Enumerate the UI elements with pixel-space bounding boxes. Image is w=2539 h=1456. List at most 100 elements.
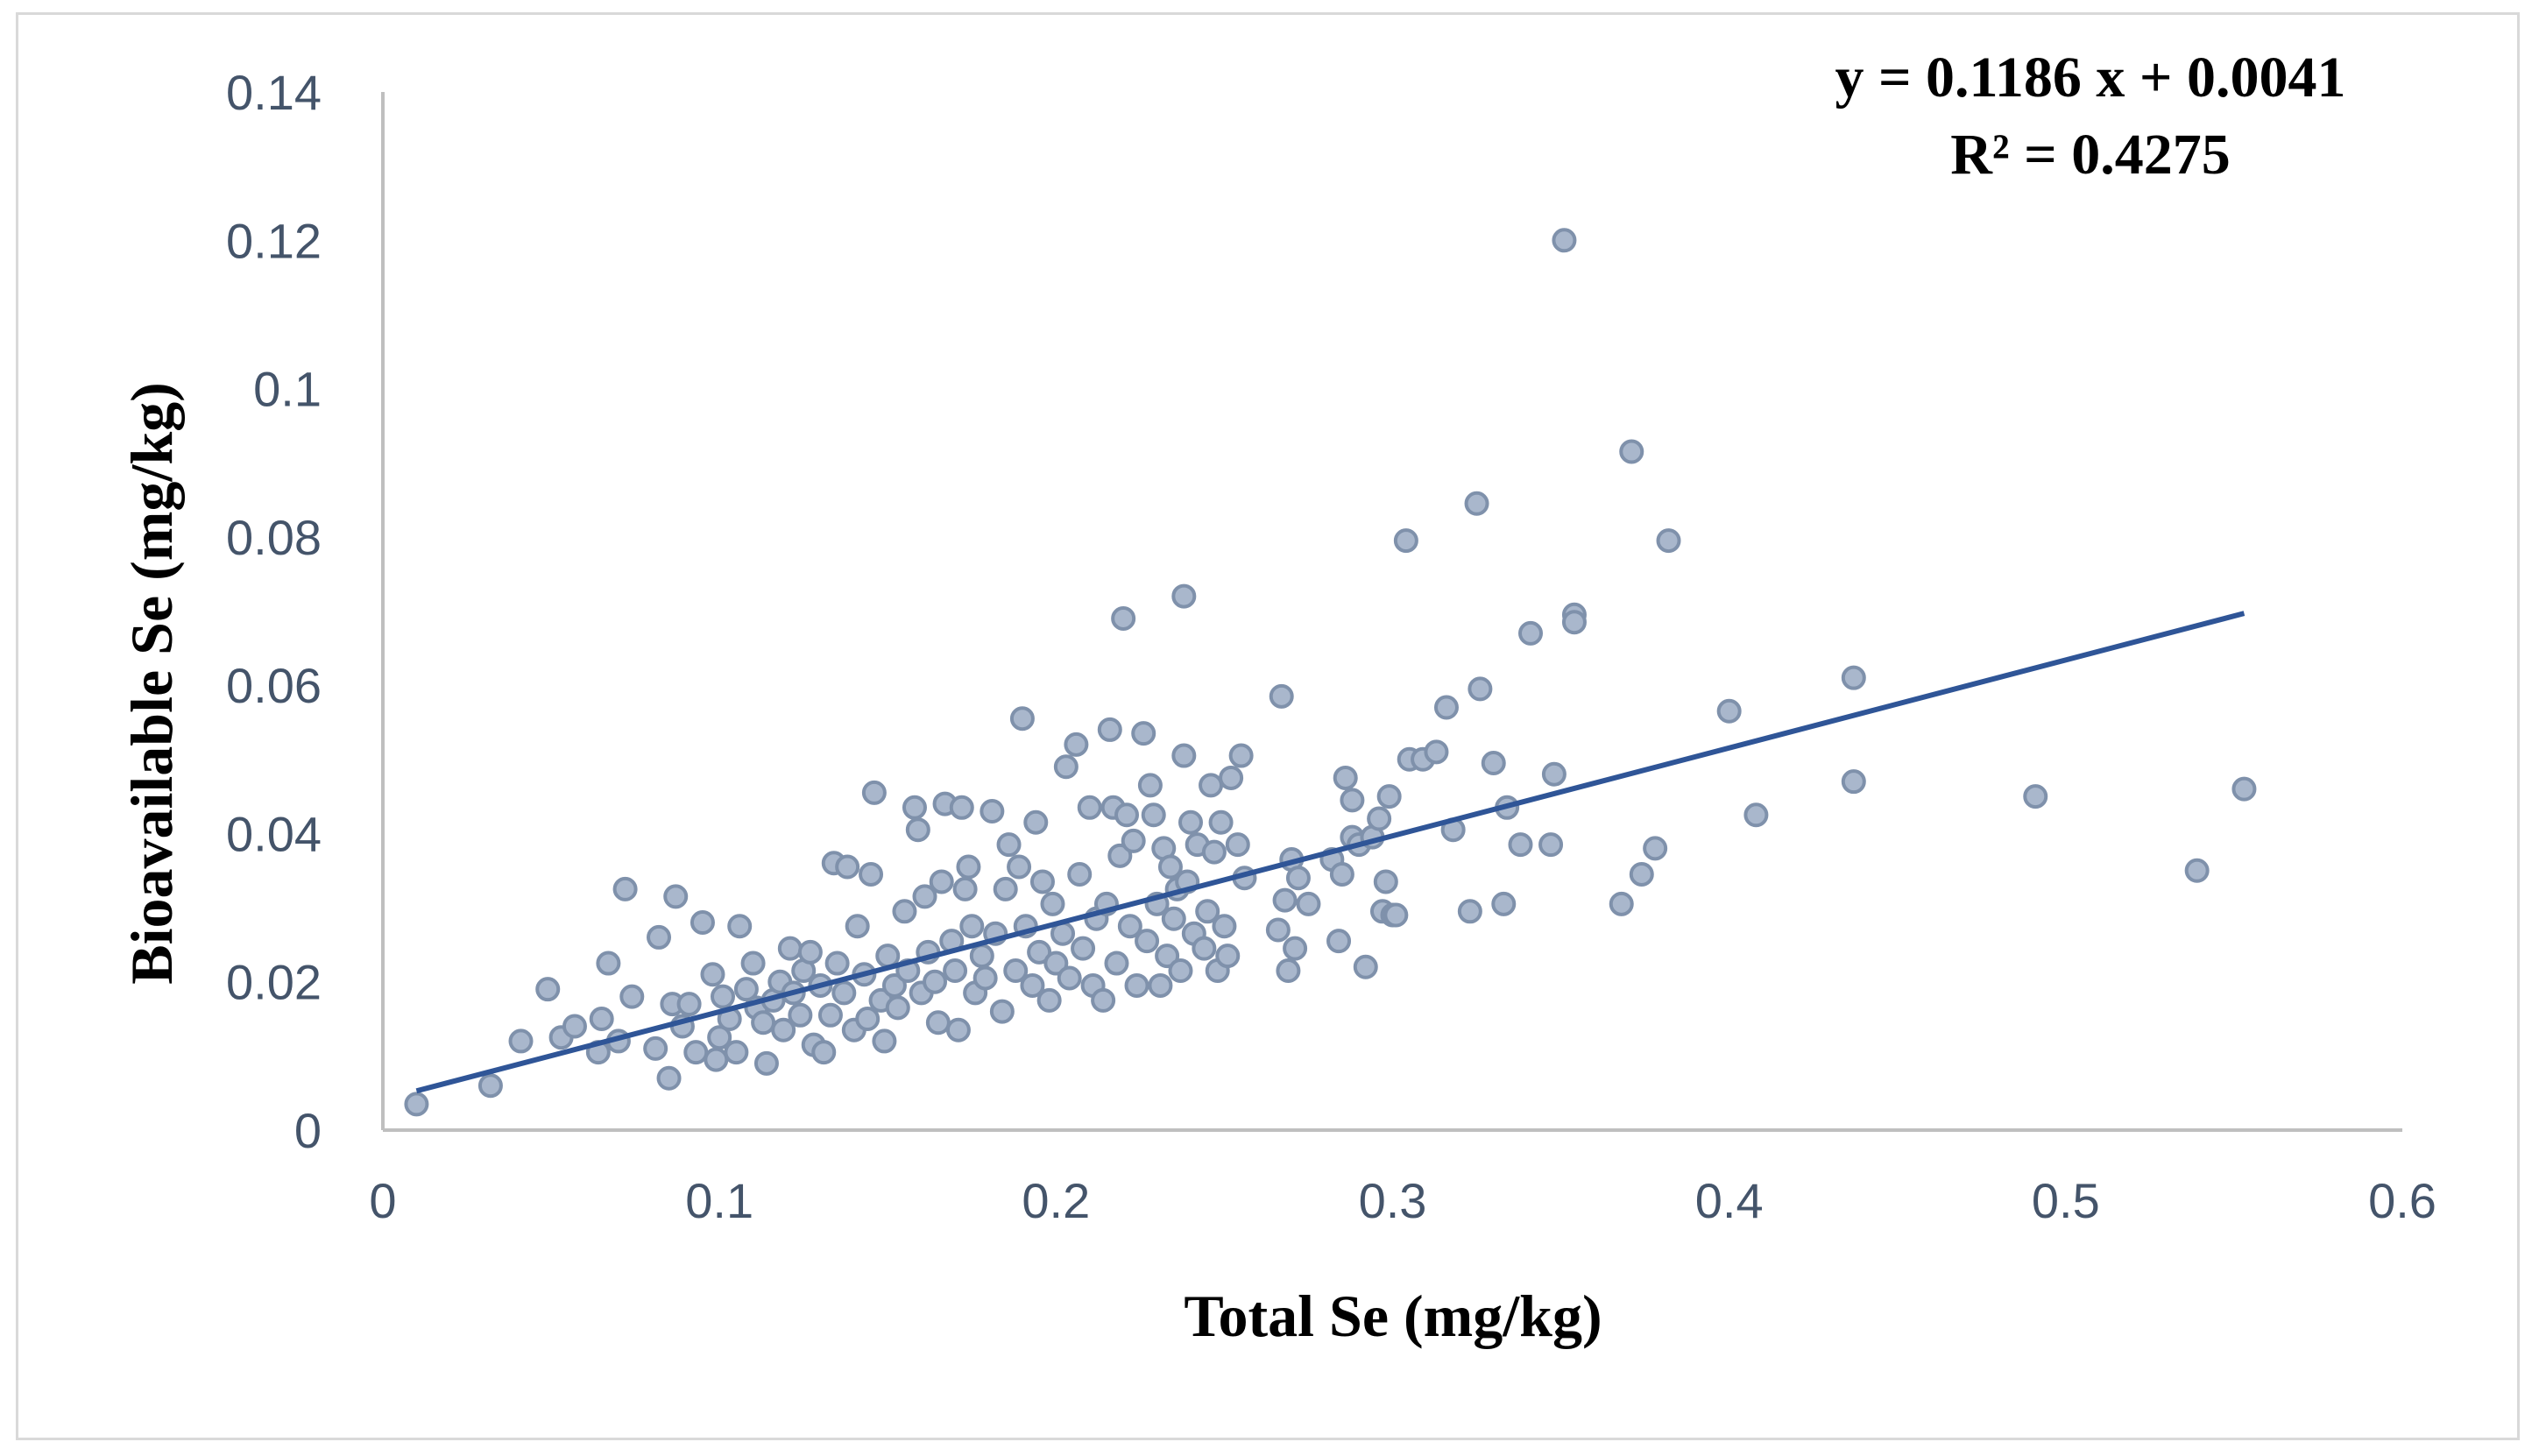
data-point <box>1137 773 1163 798</box>
data-point <box>1192 936 1217 961</box>
data-point <box>1367 806 1392 831</box>
data-point <box>912 884 937 909</box>
data-point <box>1020 972 1045 998</box>
trendline <box>415 611 2245 1094</box>
data-point <box>1155 944 1180 969</box>
data-point <box>1043 951 1069 976</box>
data-point <box>1272 887 1298 913</box>
data-point <box>612 876 638 901</box>
data-point <box>1481 751 1506 776</box>
data-point <box>704 1047 729 1072</box>
data-point <box>1036 987 1062 1013</box>
data-point <box>508 1028 534 1054</box>
data-point <box>952 876 978 901</box>
data-point <box>1114 802 1140 828</box>
data-point <box>956 854 981 880</box>
data-point <box>1383 902 1409 928</box>
data-point <box>1219 765 1244 790</box>
data-point <box>711 984 736 1009</box>
data-point <box>1097 717 1122 742</box>
x-tick-label: 0.3 <box>1359 1173 1427 1228</box>
data-point <box>1491 891 1517 916</box>
data-point <box>1124 972 1149 998</box>
data-point <box>1135 929 1160 954</box>
data-point <box>885 995 910 1021</box>
data-point <box>1228 743 1254 768</box>
data-point <box>727 914 753 939</box>
data-point <box>1296 891 1321 916</box>
data-point <box>902 795 927 820</box>
data-point <box>740 951 766 976</box>
data-point <box>855 1007 881 1032</box>
data-points <box>404 228 2257 1117</box>
x-tick-label: 0.5 <box>2032 1173 2100 1228</box>
data-point <box>477 1073 503 1099</box>
data-point <box>1208 809 1234 835</box>
data-point <box>777 936 803 961</box>
data-point <box>1023 809 1049 835</box>
data-point <box>969 944 994 969</box>
data-point <box>1117 914 1142 939</box>
data-point <box>751 1010 776 1035</box>
data-point <box>1643 836 1668 861</box>
data-point <box>905 817 930 843</box>
data-point <box>817 1002 843 1028</box>
data-point <box>1040 891 1065 916</box>
data-point <box>996 832 1022 858</box>
data-point <box>663 884 689 909</box>
data-point <box>1340 788 1365 813</box>
data-point <box>1326 929 1352 954</box>
data-point <box>1121 828 1146 853</box>
r-squared-label: R² = 0.4275 <box>1950 123 2231 187</box>
y-tick-label: 0.14 <box>226 65 322 120</box>
data-point <box>2023 784 2048 809</box>
data-point <box>724 1040 749 1065</box>
data-point <box>1841 665 1866 690</box>
y-tick-label: 0.04 <box>226 806 322 861</box>
data-point <box>1064 732 1089 757</box>
data-point <box>1269 683 1294 709</box>
data-point <box>1373 869 1398 894</box>
x-tick-label: 0.1 <box>685 1173 753 1228</box>
data-point <box>989 999 1015 1024</box>
data-point <box>831 980 857 1006</box>
data-point <box>845 914 870 939</box>
data-point <box>1464 491 1489 516</box>
data-point <box>1104 951 1129 976</box>
data-point <box>1518 620 1544 646</box>
data-point <box>1131 721 1156 746</box>
data-point <box>1609 891 1634 916</box>
x-axis-title: Total Se (mg/kg) <box>1184 1283 1602 1349</box>
data-point <box>861 780 887 805</box>
data-point <box>1743 802 1769 828</box>
data-point <box>1424 739 1449 765</box>
y-tick-label: 0 <box>294 1103 322 1158</box>
data-point <box>1067 861 1093 887</box>
data-point <box>1333 765 1358 790</box>
y-tick-label: 0.06 <box>226 658 322 713</box>
data-point <box>733 977 759 1002</box>
data-point <box>1168 958 1193 984</box>
data-point <box>1171 743 1197 768</box>
data-point <box>1225 832 1250 858</box>
data-point <box>1199 773 1224 798</box>
data-point <box>972 965 998 991</box>
data-point <box>1276 958 1301 984</box>
data-point <box>1053 754 1079 780</box>
data-point <box>872 1028 897 1054</box>
data-point <box>1376 784 1402 809</box>
data-point <box>1111 605 1136 631</box>
y-tick-label: 0.12 <box>226 213 322 268</box>
y-tick-label: 0.08 <box>226 510 322 565</box>
data-point <box>1071 936 1096 961</box>
data-point <box>1157 854 1183 880</box>
data-point <box>700 962 725 987</box>
data-point <box>619 984 645 1009</box>
data-point <box>1107 843 1133 868</box>
x-axis-ticks: 0 0.1 0.2 0.3 0.4 0.5 0.6 <box>369 1173 2436 1228</box>
data-point <box>1178 809 1203 835</box>
data-point <box>2231 776 2257 802</box>
data-point <box>1457 899 1482 924</box>
data-point <box>562 1014 587 1039</box>
data-point <box>2184 858 2210 883</box>
